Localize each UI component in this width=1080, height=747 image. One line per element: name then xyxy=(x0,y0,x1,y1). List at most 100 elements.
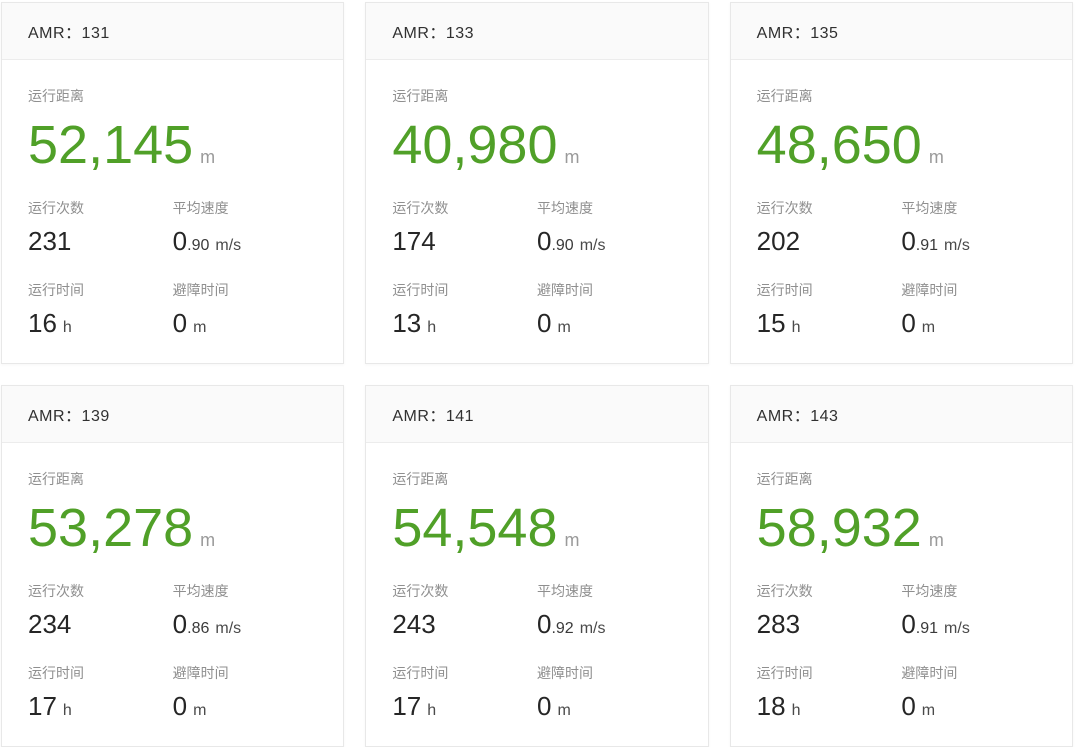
stat-decimal: .91 xyxy=(915,237,939,254)
amr-title: AMR：133 xyxy=(392,25,475,42)
stat-unit: m xyxy=(557,701,571,719)
stat-value: 243 xyxy=(392,610,537,639)
stat-value: 234 xyxy=(28,610,173,639)
stat-value: 0.86 m/s xyxy=(173,610,318,639)
stat-label: 运行次数 xyxy=(28,200,84,216)
amr-card: AMR：139 运行距离 53,278 m 运行次数 234 平均速度 0.86 m… xyxy=(1,385,345,747)
card-body: 运行距离 48,650 m 运行次数 202 平均速度 0.91 m/s 运行时间 … xyxy=(731,60,1072,337)
stat-run-count: 运行次数 231 xyxy=(28,198,173,256)
stat-decimal: .91 xyxy=(915,620,939,637)
stat-value: 202 xyxy=(757,227,902,256)
stat-run-time: 运行时间 17 h xyxy=(28,663,173,721)
stat-label: 运行时间 xyxy=(756,281,813,298)
distance-value: 52,145 xyxy=(28,115,194,175)
stat-value: 16 h xyxy=(28,307,173,338)
stat-label: 运行次数 xyxy=(756,583,813,599)
stat-number: 231 xyxy=(28,226,72,256)
stat-unit: m xyxy=(557,318,571,336)
distance-unit: m xyxy=(564,530,580,550)
stat-unit: m xyxy=(193,318,207,336)
distance-label: 运行距离 xyxy=(756,471,813,487)
stat-decimal: .92 xyxy=(551,620,574,637)
amr-card: AMR：133 运行距离 40,980 m 运行次数 174 平均速度 0.90 m… xyxy=(365,2,709,364)
stat-label: 避障时间 xyxy=(536,281,593,298)
stat-unit: m/s xyxy=(944,620,970,637)
stat-label: 避障时间 xyxy=(536,664,593,681)
stat-label: 平均速度 xyxy=(901,200,958,216)
stat-label: 避障时间 xyxy=(172,281,229,298)
stat-decimal: .90 xyxy=(551,237,574,254)
stat-avg-speed: 平均速度 0.90 m/s xyxy=(537,198,682,256)
stat-unit: h xyxy=(62,701,72,719)
stat-label: 运行时间 xyxy=(28,281,84,298)
stat-value: 0.91 m/s xyxy=(901,227,1046,256)
stat-unit: m/s xyxy=(579,620,606,637)
distance-unit: m xyxy=(200,530,216,550)
stat-label: 运行次数 xyxy=(392,583,449,599)
distance-value: 48,650 xyxy=(756,115,922,175)
stat-value: 0.90 m/s xyxy=(537,227,682,256)
card-header: AMR：133 xyxy=(366,3,708,60)
stat-value: 174 xyxy=(392,227,537,256)
stat-number: 0 xyxy=(536,609,552,639)
stat-label: 平均速度 xyxy=(172,200,229,216)
stat-unit: m xyxy=(193,701,207,719)
stat-decimal: .90 xyxy=(187,237,210,254)
stat-unit: m xyxy=(921,318,936,336)
stat-label: 避障时间 xyxy=(172,664,229,681)
stat-number: 0 xyxy=(536,690,552,721)
stat-value: 0.90 m/s xyxy=(173,227,318,256)
stat-value: 17 h xyxy=(28,690,173,721)
stat-number: 15 xyxy=(756,307,786,338)
amr-title: AMR：135 xyxy=(756,25,839,42)
stat-run-count: 运行次数 243 xyxy=(392,581,537,639)
card-header: AMR：143 xyxy=(730,386,1072,443)
distance-unit: m xyxy=(928,147,944,167)
stat-number: 0 xyxy=(901,609,916,639)
amr-card: AMR：131 运行距离 52,145 m 运行次数 231 平均速度 0.90 m… xyxy=(1,2,345,364)
stat-number: 0 xyxy=(172,226,188,256)
stat-number: 234 xyxy=(28,609,72,639)
stat-number: 0 xyxy=(172,609,188,639)
distance-label: 运行距离 xyxy=(392,471,449,487)
stat-number: 17 xyxy=(28,690,57,721)
card-body: 运行距离 58,932 m 运行次数 283 平均速度 0.91 m/s 运行时间 … xyxy=(731,443,1072,720)
stat-label: 运行次数 xyxy=(28,583,84,599)
stat-number: 174 xyxy=(392,226,436,256)
stat-value: 0.91 m/s xyxy=(901,610,1046,639)
stat-number: 16 xyxy=(28,307,57,338)
stat-number: 243 xyxy=(392,609,436,639)
distance-value-row: 48,650 m xyxy=(757,118,1046,172)
card-header: AMR：141 xyxy=(366,386,708,443)
distance-label: 运行距离 xyxy=(756,88,813,104)
distance-value: 58,932 xyxy=(756,498,922,558)
distance-value-row: 52,145 m xyxy=(28,118,317,172)
stat-label: 运行次数 xyxy=(756,200,813,216)
stat-unit: m xyxy=(921,701,936,719)
distance-value-row: 53,278 m xyxy=(28,501,317,555)
amr-title: AMR：131 xyxy=(28,25,110,42)
stat-run-count: 运行次数 174 xyxy=(392,198,537,256)
stat-value: 283 xyxy=(757,610,902,639)
stat-number: 0 xyxy=(901,307,916,338)
distance-label: 运行距离 xyxy=(28,471,84,487)
stat-number: 0 xyxy=(901,226,916,256)
distance-value: 54,548 xyxy=(392,498,558,558)
distance-unit: m xyxy=(928,530,944,550)
stat-value: 0.92 m/s xyxy=(537,610,682,639)
stat-run-time: 运行时间 16 h xyxy=(28,280,173,338)
stat-unit: m/s xyxy=(579,237,606,254)
stat-avg-speed: 平均速度 0.91 m/s xyxy=(901,198,1046,256)
stat-number: 0 xyxy=(536,307,552,338)
